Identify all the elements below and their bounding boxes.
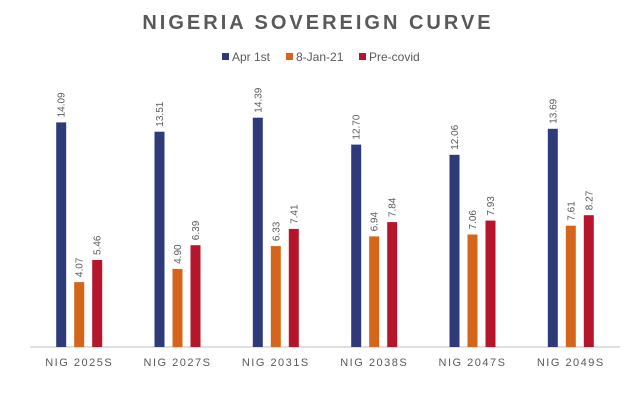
data-label-2-2: 7.41 (289, 204, 300, 224)
data-label-2-3: 7.84 (388, 197, 399, 217)
category-label-2: NIG 2031S (242, 357, 310, 369)
data-label-1-0: 4.07 (75, 257, 86, 277)
legend-swatch-2 (359, 53, 366, 60)
data-label-2-1: 6.39 (191, 220, 202, 240)
bar-1-4 (467, 234, 478, 347)
bar-2-5 (583, 215, 594, 347)
category-label-4: NIG 2047S (439, 357, 507, 369)
data-label-0-4: 12.06 (450, 124, 461, 149)
bar-0-0 (56, 122, 67, 348)
data-label-1-5: 7.61 (566, 201, 577, 221)
bar-2-0 (92, 260, 103, 347)
bar-0-4 (449, 154, 460, 347)
data-label-0-1: 13.51 (155, 101, 166, 126)
bar-1-0 (74, 282, 85, 347)
legend-swatch-0 (222, 53, 229, 60)
data-label-2-4: 7.93 (486, 196, 497, 216)
category-label-5: NIG 2049S (537, 357, 605, 369)
bars-group (56, 117, 594, 348)
bar-1-3 (369, 236, 380, 347)
data-label-0-5: 13.69 (548, 98, 559, 123)
bar-2-2 (288, 228, 299, 347)
bar-2-1 (190, 245, 201, 347)
bar-1-5 (565, 225, 576, 347)
data-label-1-4: 7.06 (468, 210, 479, 230)
bar-0-2 (252, 117, 263, 347)
legend: Apr 1st 8-Jan-21 Pre-covid (222, 50, 420, 64)
data-label-1-3: 6.94 (370, 211, 381, 231)
category-labels-group: NIG 2025S NIG 2027S NIG 2031S NIG 2038S NIG … (45, 357, 605, 369)
category-label-1: NIG 2027S (144, 357, 212, 369)
bar-2-3 (387, 222, 398, 347)
bar-0-1 (154, 131, 165, 347)
data-label-2-0: 5.46 (93, 235, 104, 255)
data-label-1-2: 6.33 (271, 221, 282, 241)
bar-1-1 (172, 268, 183, 347)
data-label-0-0: 14.09 (57, 92, 68, 117)
category-label-3: NIG 2038S (340, 357, 408, 369)
chart-title: NIGERIA SOVEREIGN CURVE (142, 12, 493, 34)
bar-1-2 (270, 246, 281, 347)
legend-label-2: Pre-covid (369, 50, 420, 64)
bar-2-4 (485, 220, 496, 347)
bar-0-5 (547, 128, 558, 347)
data-label-2-5: 8.27 (584, 190, 595, 210)
data-label-1-1: 4.90 (173, 244, 184, 264)
data-label-0-2: 14.39 (253, 87, 264, 112)
category-label-0: NIG 2025S (45, 357, 113, 369)
data-label-0-3: 12.70 (352, 114, 363, 139)
legend-label-0: Apr 1st (232, 50, 271, 64)
legend-swatch-1 (286, 53, 293, 60)
legend-label-1: 8-Jan-21 (296, 50, 344, 64)
bar-0-3 (351, 144, 362, 347)
data-labels-group: 14.09 4.07 5.46 13.51 4.90 6.39 14.39 6.33 7.41 1… (57, 87, 596, 277)
